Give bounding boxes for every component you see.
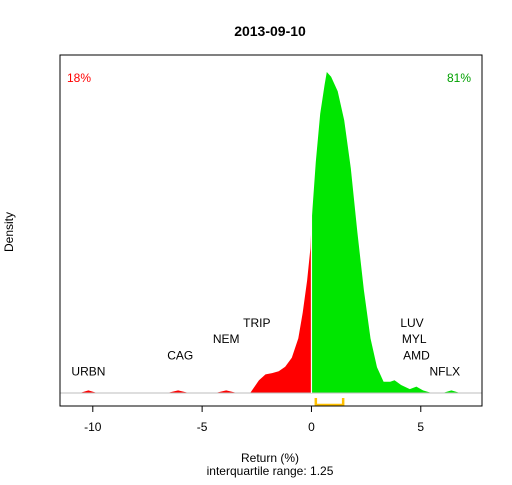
pct-positive-label: 81%	[447, 71, 471, 85]
x-tick-label: -5	[197, 420, 208, 434]
x-tick-label: 0	[308, 420, 315, 434]
ticker-label-myl: MYL	[402, 332, 427, 346]
x-axis-label: Return (%)	[241, 451, 299, 465]
ticker-label-urbn: URBN	[71, 364, 105, 378]
negative-density-area	[79, 222, 312, 393]
ticker-label-amd: AMD	[403, 348, 430, 362]
x-tick-label: -10	[84, 420, 102, 434]
iqr-bracket	[314, 398, 345, 407]
iqr-subtitle: interquartile range: 1.25	[207, 464, 334, 478]
positive-density-area	[311, 72, 461, 393]
ticker-label-luv: LUV	[400, 316, 423, 330]
plot-frame	[59, 54, 483, 407]
y-axis-label: Density	[2, 212, 16, 252]
pct-negative-label: 18%	[67, 71, 91, 85]
ticker-label-nem: NEM	[213, 332, 240, 346]
ticker-label-cag: CAG	[167, 348, 193, 362]
x-tick-label: 5	[417, 420, 424, 434]
ticker-label-trip: TRIP	[243, 316, 270, 330]
ticker-label-nflx: NFLX	[429, 364, 460, 378]
chart-title: 2013-09-10	[234, 23, 306, 39]
